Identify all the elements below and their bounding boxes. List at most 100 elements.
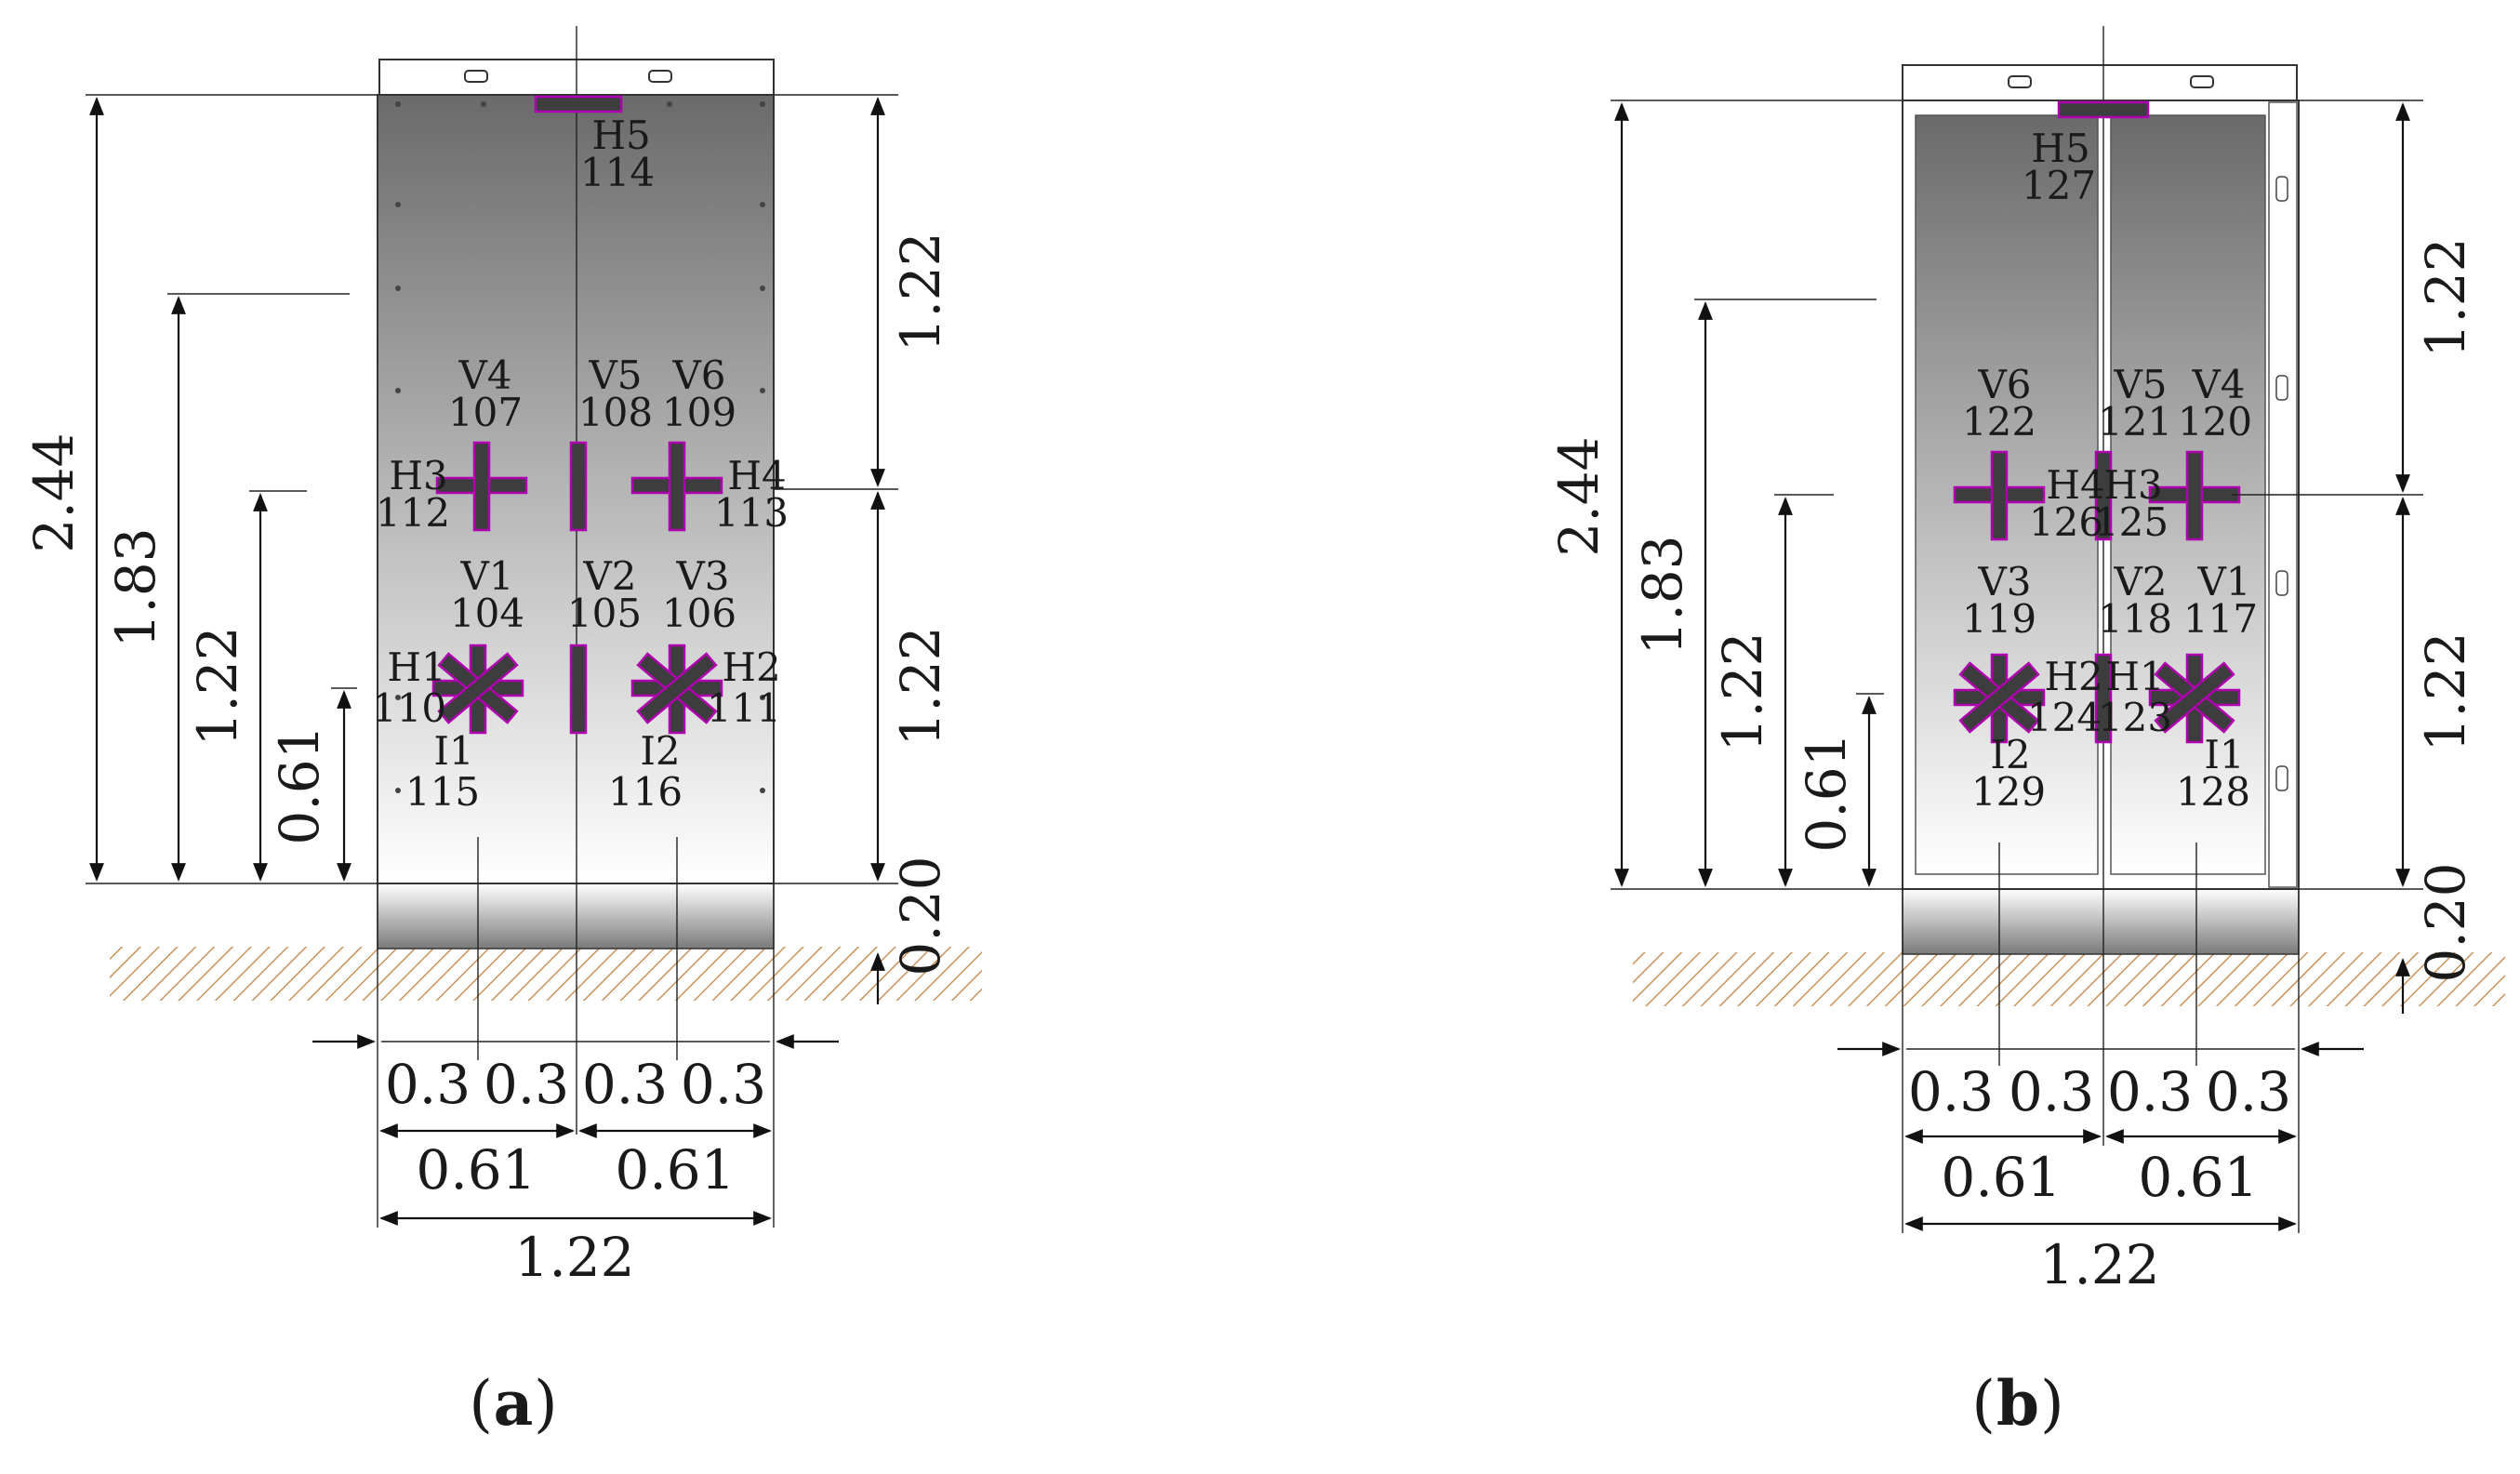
sensor-cross-left-upper [435, 441, 528, 532]
label-v3-id: 119 [1962, 596, 2036, 642]
label-v6-id: 109 [662, 390, 736, 435]
label-h1-id: 110 [372, 685, 446, 731]
label-h2-name: H2 [2044, 654, 2102, 699]
label-v5-name: V5 [588, 352, 642, 398]
label-h4-name: H4 [727, 453, 786, 498]
label-h5-id: 114 [580, 150, 655, 195]
label-v4-name: V4 [2191, 362, 2245, 407]
label-v2-name: V2 [2113, 559, 2167, 604]
label-h4-id: 113 [714, 490, 789, 536]
label-v6-name: V6 [1977, 362, 2031, 407]
label-i1-id: 128 [2176, 769, 2250, 815]
dim-1-22-left: 1.22 [1711, 631, 1774, 751]
dim-q1: 0.3 [1908, 1060, 1994, 1123]
dim-width: 1.22 [514, 1226, 634, 1289]
label-v1-name: V1 [459, 553, 513, 599]
dim-1-83: 1.83 [104, 527, 167, 647]
dim-upper-half: 1.22 [2414, 237, 2477, 357]
right-dimension-lines [774, 94, 898, 1004]
label-v5-id: 121 [2098, 399, 2172, 445]
vent-slot [2190, 75, 2214, 88]
horizontal-dimension-lines [312, 837, 839, 1228]
panel-a: H5 114 V4 107 V5 108 V6 109 H3 112 H4 11… [22, 26, 982, 1440]
dim-0-61: 0.61 [268, 724, 331, 844]
dim-lower-half: 1.22 [889, 626, 952, 746]
ground-hatch [1633, 952, 2505, 1006]
sensor-v5-bar [569, 441, 588, 532]
label-h3-name: H3 [389, 453, 447, 498]
label-v2-name: V2 [582, 553, 636, 599]
label-i1-id: 115 [405, 769, 480, 815]
dim-base-height: 0.20 [889, 856, 952, 976]
sensor-h5 [534, 95, 623, 113]
label-h1-name: H1 [2105, 654, 2164, 699]
label-h2-id: 111 [707, 685, 781, 731]
sensor-star-left-lower [1953, 653, 2046, 744]
label-v4-id: 120 [2178, 399, 2252, 445]
dim-base-height: 0.20 [2414, 862, 2477, 982]
dim-q3: 0.3 [582, 1053, 668, 1116]
dim-q4: 0.3 [2206, 1060, 2291, 1123]
label-i1-name: I1 [2204, 732, 2244, 777]
dim-upper-half: 1.22 [889, 232, 952, 352]
label-h3-name: H3 [2103, 462, 2162, 508]
bolt-dots [395, 101, 765, 793]
dim-half-left: 0.61 [1941, 1146, 2061, 1209]
label-v2-id: 118 [2098, 596, 2172, 642]
dim-q1: 0.3 [385, 1053, 471, 1116]
label-v5-name: V5 [2113, 362, 2167, 407]
label-v3-name: V3 [675, 553, 729, 599]
sensor-cross-right-upper [630, 441, 723, 532]
sensor-star-right-lower [2148, 653, 2241, 744]
vent-slot [648, 70, 672, 83]
label-h4-id: 126 [2029, 499, 2103, 545]
dim-q2: 0.3 [484, 1053, 569, 1116]
dim-lower-half: 1.22 [2414, 631, 2477, 751]
sensor-h5 [2057, 100, 2150, 119]
left-dimension-lines [1611, 100, 1903, 890]
ground-hatch [110, 947, 982, 1001]
dim-half-right: 0.61 [2138, 1146, 2258, 1209]
sensor-cross-left-upper [1953, 450, 2046, 541]
label-i2-name: I2 [640, 728, 680, 774]
dim-width: 1.22 [2039, 1233, 2159, 1296]
label-i2-id: 116 [608, 769, 683, 815]
label-h2-id: 124 [2027, 695, 2102, 740]
label-v6-id: 122 [1962, 399, 2036, 445]
label-h5-id: 127 [2022, 163, 2096, 208]
caption-letter: a [494, 1367, 534, 1440]
sensor-star-left-lower [431, 644, 524, 735]
sensor-star-right-lower [630, 644, 723, 735]
sensor-v2-bar [2094, 653, 2113, 744]
label-h2-name: H2 [722, 644, 780, 690]
sensor-v5-bar [2094, 450, 2113, 541]
dim-q4: 0.3 [681, 1053, 766, 1116]
cabinet-base [1902, 888, 2300, 955]
label-i2-id: 129 [1971, 769, 2046, 815]
dim-0-61: 0.61 [1795, 732, 1858, 852]
dim-total-height: 2.44 [22, 432, 86, 552]
label-h3-id: 112 [376, 490, 450, 536]
label-h3-id: 125 [2094, 499, 2169, 545]
label-v6-name: V6 [671, 352, 725, 398]
label-v5-id: 108 [578, 390, 653, 435]
caption-close-paren: ) [534, 1368, 558, 1440]
label-v1-id: 104 [450, 591, 524, 636]
caption-open-paren: ( [1971, 1368, 1996, 1440]
sensor-v2-bar [569, 644, 588, 735]
label-h4-name: H4 [2046, 462, 2104, 508]
hinges [2275, 176, 2288, 791]
cabinet-base [377, 883, 775, 949]
dim-q3: 0.3 [2107, 1060, 2193, 1123]
dim-half-left: 0.61 [416, 1138, 536, 1202]
label-h1-id: 123 [2098, 695, 2172, 740]
label-i2-name: I2 [1990, 732, 2030, 777]
label-h5-name: H5 [591, 113, 650, 158]
right-dimension-lines [2232, 100, 2423, 1014]
label-v1-name: V1 [2196, 559, 2250, 604]
vent-slot [2008, 75, 2032, 88]
dim-q2: 0.3 [2009, 1060, 2094, 1123]
horizontal-dimension-lines [1837, 843, 2364, 1233]
